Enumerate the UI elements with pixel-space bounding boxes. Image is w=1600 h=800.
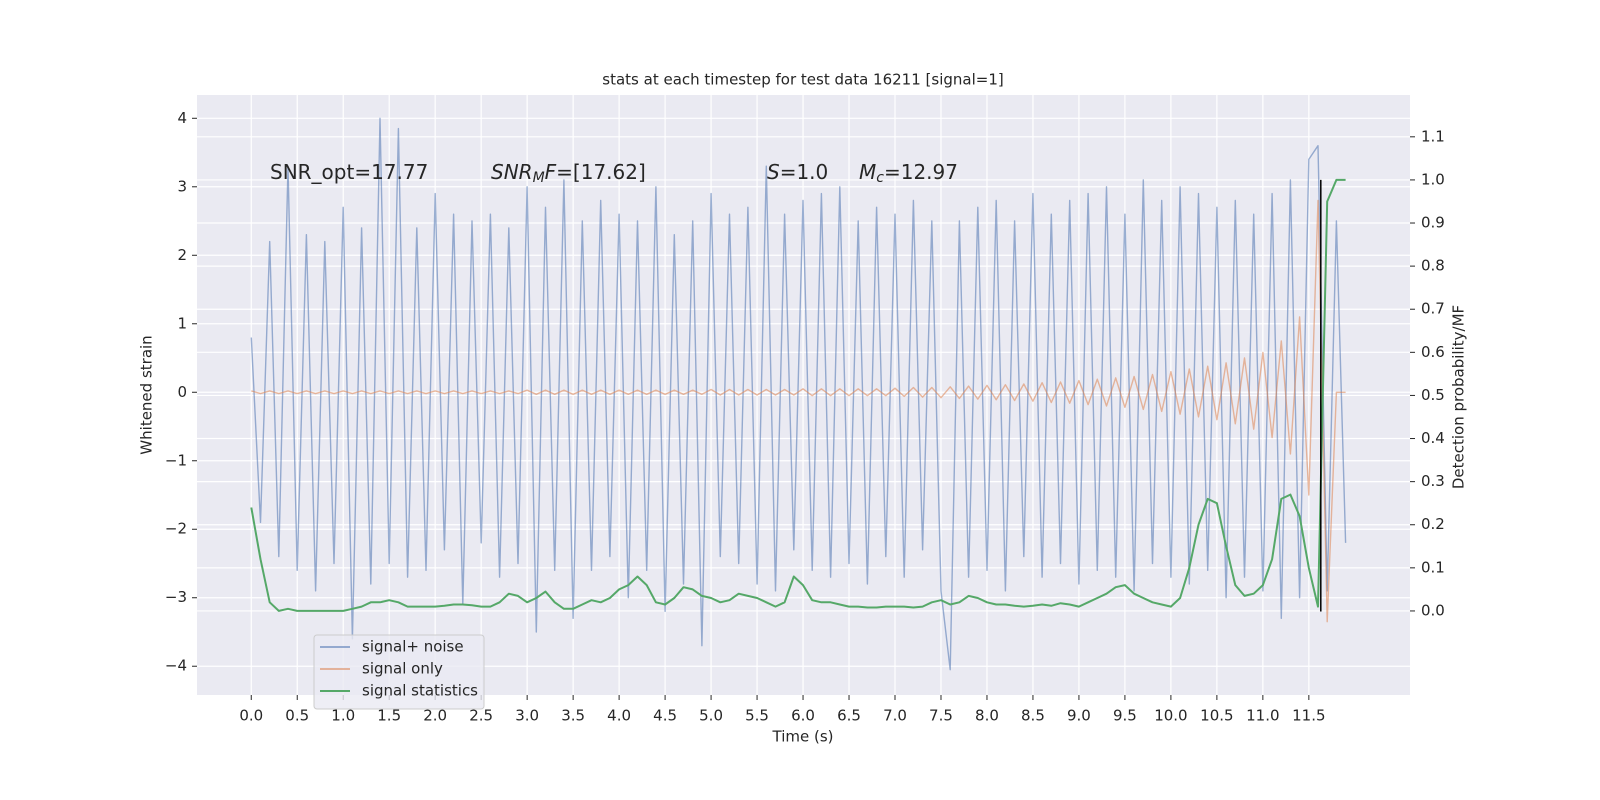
y2-tick-label: 1.1: [1421, 127, 1445, 145]
y-tick-label: −4: [165, 657, 187, 675]
series-line: [250, 117, 1347, 671]
y-tick-label: 4: [177, 109, 187, 127]
x-tick-label: 5.0: [699, 707, 723, 725]
x-tick-label: 1.0: [331, 707, 355, 725]
legend: signal+ noise signal only signal statistic…: [313, 634, 485, 710]
annotation-part: M: [859, 160, 876, 184]
y-tick-label: 0: [177, 383, 187, 401]
x-tick-label: 7.5: [929, 707, 953, 725]
x-tick-label: 10.0: [1154, 707, 1187, 725]
x-tick-label: 6.0: [791, 707, 815, 725]
annotation: S=1.0: [767, 160, 828, 184]
y-tick-label: −2: [165, 520, 187, 538]
annotation-part: SNR_opt=17.77: [270, 160, 428, 184]
x-tick-label: 11.5: [1292, 707, 1325, 725]
chart-title: stats at each timestep for test data 162…: [602, 71, 1003, 89]
x-tick-label: 0.0: [239, 707, 263, 725]
y2-tick-label: 0.6: [1421, 343, 1445, 361]
x-tick-label: 1.5: [377, 707, 401, 725]
x-tick-label: 3.0: [515, 707, 539, 725]
x-tick-label: 5.5: [745, 707, 769, 725]
axes: 0.0 0.5 1.0 1.5 2.0 2.5 3.0 3.5 4.0 4.5 5.0 5.5 6.0 6…: [165, 109, 1445, 725]
annotation-part: =1.0: [780, 160, 829, 184]
y2-tick-label: 0.5: [1421, 386, 1445, 404]
x-tick-label: 8.5: [1021, 707, 1045, 725]
y2-tick-label: 0.8: [1421, 257, 1445, 275]
y2-tick-label: 0.4: [1421, 429, 1445, 447]
y2-tick-label: 0.7: [1421, 300, 1445, 318]
annotation-part: =12.97: [884, 160, 958, 184]
x-tick-label: 9.0: [1067, 707, 1091, 725]
x-tick-label: 9.5: [1113, 707, 1137, 725]
y2-tick-label: 0.9: [1421, 214, 1445, 232]
x-tick-label: 0.5: [285, 707, 309, 725]
x-tick-label: 8.0: [975, 707, 999, 725]
legend-label: signal+ noise: [362, 638, 464, 656]
legend-label: signal only: [362, 660, 443, 678]
y2-tick-label: 0.3: [1421, 472, 1445, 490]
series-line: [250, 178, 1346, 612]
y-tick-label: 1: [177, 314, 187, 332]
y-tick-label: 3: [177, 177, 187, 195]
x-tick-label: 4.5: [653, 707, 677, 725]
legend-box: [313, 634, 485, 710]
y2-tick-label: 1.0: [1421, 170, 1445, 188]
y-tick-label: 2: [177, 246, 187, 264]
x-tick-label: 3.5: [561, 707, 585, 725]
y2-tick-label: 0.1: [1421, 558, 1445, 576]
x-axis-label: Time (s): [772, 728, 834, 746]
y2-tick-label: 0.0: [1421, 601, 1445, 619]
x-tick-label: 7.0: [883, 707, 907, 725]
x-tick-label: 2.5: [469, 707, 493, 725]
y-tick-label: −3: [165, 588, 187, 606]
annotation: Mc=12.97: [859, 160, 958, 187]
annotations: SNR_opt=17.77 SNRMF=[17.62] S=1.0 Mc=12.97: [270, 160, 958, 187]
legend-label: signal statistics: [362, 682, 478, 700]
annotation-part: S: [767, 160, 780, 184]
y2-tick-label: 0.2: [1421, 515, 1445, 533]
annotation: SNRMF=[17.62]: [491, 160, 646, 187]
annotation-part: M: [533, 170, 545, 186]
x-tick-label: 10.5: [1200, 707, 1233, 725]
annotation-part: =[17.62]: [556, 160, 646, 184]
x-tick-label: 6.5: [837, 707, 861, 725]
y-tick-label: −1: [165, 451, 187, 469]
annotation: SNR_opt=17.77: [270, 160, 428, 184]
annotation-part: F: [545, 160, 557, 184]
x-tick-label: 11.0: [1246, 707, 1279, 725]
y-axis-label: Whitened strain: [138, 335, 156, 454]
x-tick-label: 4.0: [607, 707, 631, 725]
series-line: [251, 199, 1346, 623]
marks: [250, 117, 1347, 671]
annotation-part: SNR: [491, 160, 533, 184]
y2-axis-label: Detection probability/MF: [1450, 305, 1468, 489]
annotation-part: c: [876, 170, 884, 186]
x-tick-label: 2.0: [423, 707, 447, 725]
